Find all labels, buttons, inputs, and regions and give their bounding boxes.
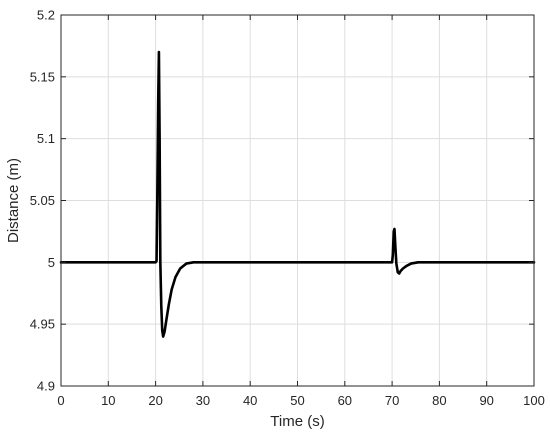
tick-labels: 0 10 20 30 40 50 60 70 80 90 100 4.9 4.95 5 5.05 5.1 5.1…: [30, 8, 545, 409]
x-tick-label: 40: [243, 393, 257, 408]
x-tick-label: 50: [290, 393, 304, 408]
series-line: [59, 50, 536, 338]
y-tick-label: 4.95: [30, 317, 55, 332]
tick-marks: [60, 14, 535, 387]
x-tick-label: 20: [148, 393, 162, 408]
x-tick-label: 60: [338, 393, 352, 408]
x-tick-label: 10: [101, 393, 115, 408]
y-tick-label: 5: [48, 255, 55, 270]
y-tick-label: 4.9: [37, 379, 55, 394]
x-tick-label: 70: [385, 393, 399, 408]
x-axis-label: Time (s): [270, 413, 324, 430]
y-tick-label: 5.05: [30, 193, 55, 208]
x-tick-label: 80: [432, 393, 446, 408]
y-tick-label: 5.2: [37, 8, 55, 23]
x-tick-label: 100: [523, 393, 545, 408]
x-tick-label: 0: [57, 393, 64, 408]
y-tick-label: 5.15: [30, 69, 55, 84]
x-tick-label: 90: [479, 393, 493, 408]
y-axis-label: Distance (m): [5, 158, 22, 243]
x-tick-label: 30: [196, 393, 210, 408]
y-tick-label: 5.1: [37, 131, 55, 146]
plot-area: [59, 14, 536, 387]
